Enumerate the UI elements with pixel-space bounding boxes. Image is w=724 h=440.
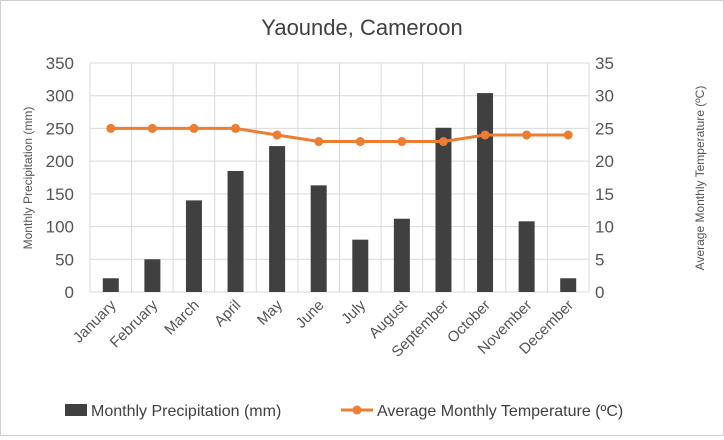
y-tick-label: 0: [65, 283, 74, 302]
temperature-point: [231, 123, 241, 133]
precipitation-bar: [144, 259, 161, 292]
precipitation-bar: [560, 278, 577, 292]
y-tick-label: 50: [55, 250, 74, 269]
x-tick-label: April: [211, 297, 244, 330]
precipitation-bar: [518, 221, 535, 292]
temperature-point: [355, 137, 365, 147]
chart-title: Yaounde, Cameroon: [261, 15, 462, 40]
y-tick-label: 150: [46, 185, 74, 204]
x-tick-label: June: [293, 297, 328, 332]
y-tick-label: 250: [46, 119, 74, 138]
y-tick-label: 350: [46, 54, 74, 73]
y-tick-label: 200: [46, 152, 74, 171]
x-tick-label: May: [254, 296, 286, 328]
temperature-point: [480, 130, 490, 140]
precipitation-bar: [310, 185, 327, 292]
precipitation-bar: [435, 127, 452, 292]
precipitation-bar: [477, 93, 494, 293]
y2-tick-label: 35: [595, 54, 614, 73]
legend-precipitation: Monthly Precipitation (mm): [91, 403, 281, 420]
y-axis-label: Monthly Precipitation (mm): [21, 107, 35, 250]
y-tick-label: 300: [46, 87, 74, 106]
temperature-point: [314, 137, 324, 147]
temperature-point: [272, 130, 282, 140]
y2-tick-label: 10: [595, 218, 614, 237]
precipitation-bar: [269, 146, 286, 292]
legend-line-marker: [352, 405, 362, 415]
temperature-point: [522, 130, 532, 140]
y2-tick-label: 20: [595, 152, 614, 171]
y2-tick-label: 30: [595, 87, 614, 106]
y2-tick-label: 5: [595, 250, 604, 269]
temperature-point: [438, 137, 448, 147]
temperature-point: [189, 123, 199, 133]
temperature-point: [563, 130, 573, 140]
x-tick-label: July: [338, 296, 369, 327]
temperature-point: [147, 123, 157, 133]
y2-tick-label: 0: [595, 283, 604, 302]
precipitation-bar: [352, 239, 369, 292]
temperature-point: [106, 123, 116, 133]
precipitation-bar: [102, 278, 119, 292]
precipitation-bar: [393, 218, 410, 292]
x-tick-label: March: [161, 297, 202, 338]
temperature-point: [397, 137, 407, 147]
y2-tick-label: 25: [595, 119, 614, 138]
legend-temperature: Average Monthly Temperature (ºC): [377, 403, 623, 420]
y-tick-label: 100: [46, 218, 74, 237]
precipitation-bar: [227, 170, 244, 292]
precipitation-bar: [185, 200, 202, 292]
temperature-line: [110, 126, 569, 144]
y2-axis-label: Average Monthly Temperature (ºC): [693, 86, 707, 271]
legend-bar-swatch: [65, 404, 87, 416]
y2-tick-label: 15: [595, 185, 614, 204]
